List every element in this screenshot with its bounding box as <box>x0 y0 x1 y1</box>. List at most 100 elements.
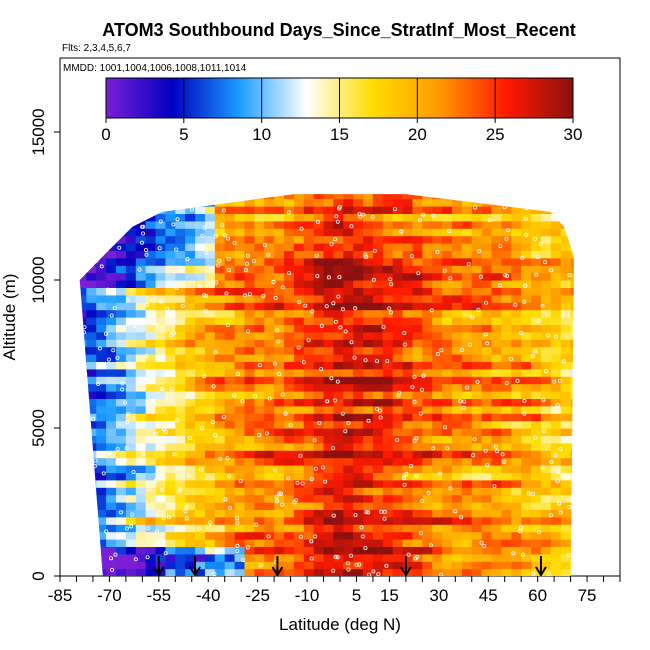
sample-point <box>438 572 443 576</box>
sample-point <box>331 513 336 518</box>
heatmap-cell <box>86 553 97 562</box>
heatmap-cell <box>550 309 562 318</box>
heatmap-cell <box>432 213 443 222</box>
heatmap-cell <box>392 339 404 348</box>
heatmap-cell <box>244 346 255 355</box>
sample-point <box>244 261 249 266</box>
heatmap-cell <box>185 331 196 340</box>
heatmap-cell <box>422 568 433 576</box>
heatmap-cell <box>274 317 285 325</box>
heatmap-cell <box>195 272 206 281</box>
heatmap-cell <box>422 494 433 503</box>
heatmap-cell <box>145 494 157 503</box>
heatmap-cell <box>106 324 117 333</box>
sample-point <box>292 500 297 505</box>
heatmap-cell <box>185 391 196 399</box>
heatmap-cell <box>472 184 482 192</box>
heatmap-cell <box>521 457 532 466</box>
heatmap-cell <box>254 524 265 533</box>
heatmap-cell <box>185 450 196 459</box>
heatmap-cell <box>353 546 364 555</box>
heatmap-cell <box>481 561 493 570</box>
sample-point <box>414 473 419 478</box>
sample-point <box>115 355 120 360</box>
heatmap-cell <box>224 568 236 576</box>
heatmap-cell <box>353 346 364 355</box>
sample-point <box>129 524 134 529</box>
heatmap-cell <box>521 553 532 562</box>
heatmap-cell <box>86 287 97 296</box>
heatmap-cell <box>550 509 562 518</box>
sample-point <box>109 556 114 561</box>
sample-point <box>174 247 179 252</box>
sample-point <box>105 287 110 292</box>
heatmap-cell <box>491 331 503 340</box>
heatmap-cell <box>125 194 137 200</box>
heatmap-cell <box>79 516 87 525</box>
heatmap-cell <box>293 405 305 414</box>
sample-point <box>374 359 379 364</box>
sample-point <box>199 426 204 431</box>
heatmap-cell <box>284 398 295 407</box>
heatmap-cell <box>432 472 443 481</box>
sample-point <box>540 303 545 308</box>
heatmap-cell <box>204 194 216 200</box>
heatmap-cell <box>125 257 137 266</box>
heatmap-cell <box>501 272 512 281</box>
heatmap-cell <box>313 546 325 555</box>
heatmap-cell <box>284 442 295 451</box>
heatmap-cell <box>560 465 572 473</box>
heatmap-cell <box>343 428 354 436</box>
heatmap-cell <box>244 391 255 399</box>
heatmap-cell <box>214 368 226 377</box>
x-axis: -85 -70 -55 -40 -25 -10 5 15 30 45 60 75 <box>48 576 621 605</box>
heatmap-cell <box>135 398 147 407</box>
sample-point <box>524 232 529 237</box>
sample-point <box>329 376 334 381</box>
heatmap-cell <box>86 346 97 355</box>
heatmap-cell <box>422 243 433 251</box>
heatmap-cell <box>214 235 226 244</box>
heatmap-cell <box>244 198 255 207</box>
heatmap-cell <box>323 331 335 340</box>
heatmap-cell <box>442 539 453 547</box>
heatmap-cell <box>452 287 463 296</box>
sample-point <box>439 348 444 353</box>
heatmap-cell <box>452 398 463 407</box>
heatmap-cell <box>234 213 246 222</box>
heatmap-cell <box>570 561 574 570</box>
heatmap-cell <box>145 568 157 576</box>
heatmap-cell <box>125 324 137 333</box>
heatmap-cell <box>116 339 127 348</box>
sample-point <box>273 295 278 300</box>
heatmap-cell <box>511 531 522 540</box>
heatmap-cell <box>135 272 147 281</box>
heatmap-cell <box>452 546 463 555</box>
heatmap-cell <box>452 213 463 222</box>
sample-point <box>184 516 189 521</box>
heatmap-cell <box>531 428 542 436</box>
heatmap-cell <box>550 398 562 407</box>
heatmap-cell <box>540 354 552 362</box>
heatmap-cell <box>372 294 384 303</box>
heatmap-cell <box>155 302 167 311</box>
heatmap-cell <box>155 502 167 510</box>
heatmap-cell <box>274 220 285 229</box>
heatmap-cell <box>86 405 97 414</box>
heatmap-cell <box>521 265 532 274</box>
heatmap-cell <box>284 243 295 251</box>
heatmap-cell <box>382 553 394 562</box>
heatmap-cell <box>165 472 176 481</box>
heatmap-cell <box>274 398 285 407</box>
heatmap-cell <box>79 198 87 207</box>
heatmap-cell <box>135 516 147 525</box>
heatmap-cell <box>204 546 216 555</box>
heatmap-cell <box>284 309 295 318</box>
heatmap-cell <box>412 361 423 370</box>
sample-point <box>257 363 262 368</box>
heatmap-cell <box>560 546 572 555</box>
heatmap-cell <box>452 194 463 200</box>
x-tick-label: 5 <box>352 586 361 605</box>
heatmap-cell <box>313 294 325 303</box>
heatmap-cell <box>284 287 295 296</box>
